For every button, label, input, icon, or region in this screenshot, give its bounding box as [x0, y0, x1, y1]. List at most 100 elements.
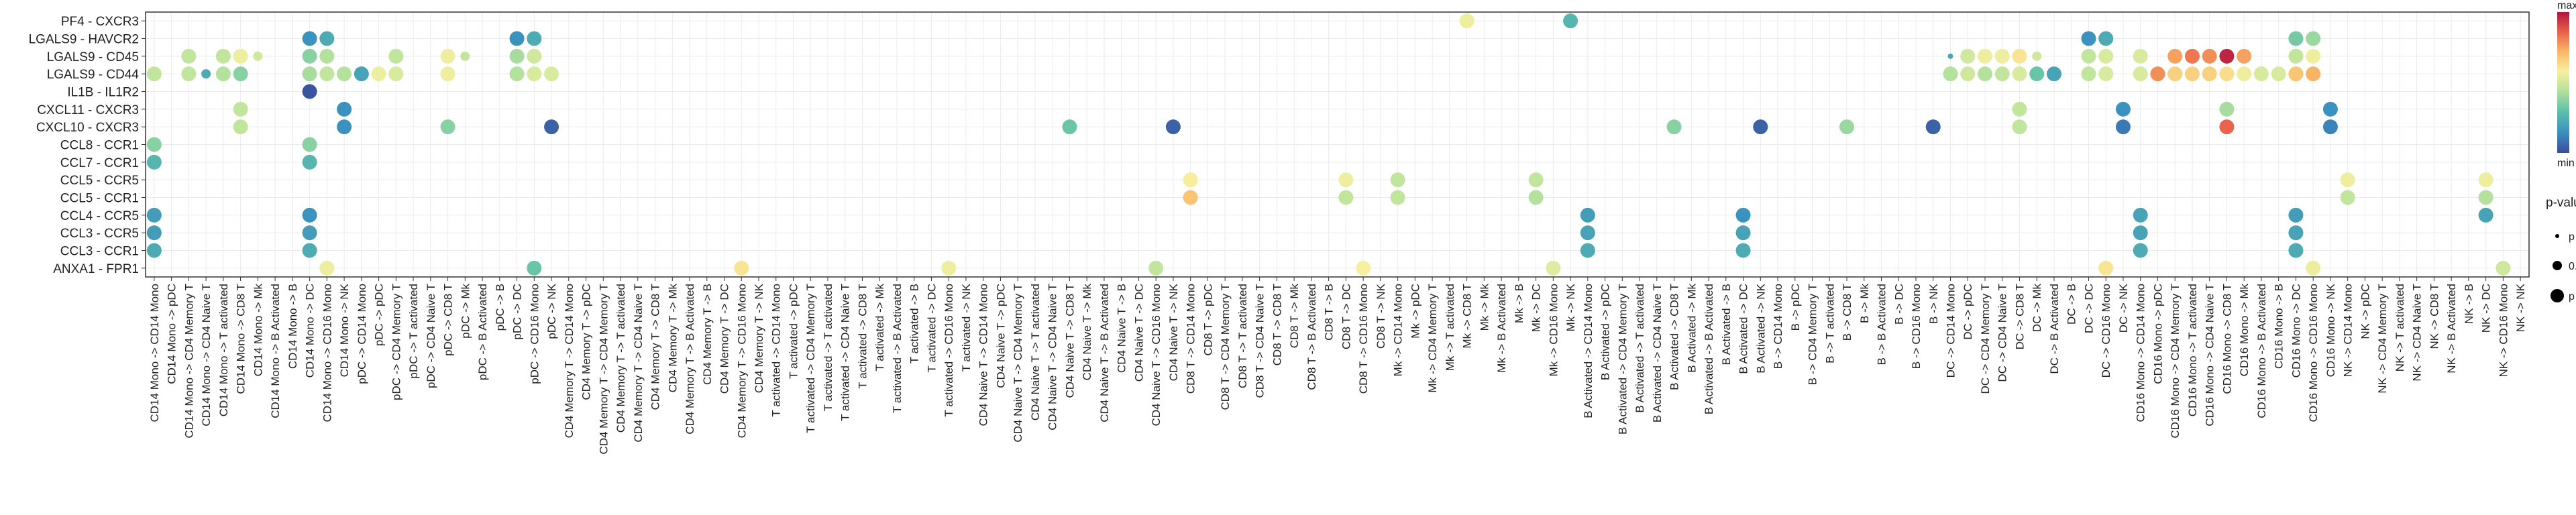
point-lgals9-cd44-cd16-mono-t-activated [2184, 66, 2200, 82]
x-tick-label-pdc-cd4-naive-t: pDC -> CD4 Naive T [425, 284, 437, 388]
x-tick-label-cd16-mono-cd16-mono: CD16 Mono -> CD16 Mono [2307, 284, 2320, 422]
x-tick-label-cd8-t-cd8-t: CD8 T -> CD8 T [1271, 284, 1283, 365]
point-lgals9-cd45-cd14-mono-mk [253, 51, 263, 61]
point-cxcl10-cxcr3-b-activated-nk [1753, 119, 1768, 135]
y-tick-label-ccl5-ccr1: CCL5 - CCR1 [60, 192, 139, 206]
x-tick-label-cd14-mono-cd8-t: CD14 Mono -> CD8 T [235, 284, 248, 394]
x-tick-label-t-activated-cd16-mono: T activated -> CD16 Mono [943, 284, 955, 417]
x-tick-label-b-cd4-memory-t: B -> CD4 Memory T [1807, 284, 1819, 385]
point-lgals9-cd44-dc-mk [2029, 66, 2045, 82]
x-tick-label-cd4-memory-t-mk: CD4 Memory T -> Mk [666, 284, 679, 393]
point-ccl5-ccr1-cd8-t-dc [1338, 190, 1354, 205]
x-tick-label-cd4-naive-t-cd14-mono: CD4 Naive T -> CD14 Mono [977, 284, 990, 426]
x-tick-label-cd14-mono-t-activated: CD14 Mono -> T activated [217, 284, 230, 416]
data-points [146, 13, 2511, 276]
x-tick-label-cd4-naive-t-mk: CD4 Naive T -> Mk [1081, 284, 1093, 381]
point-anxa1-fpr1-cd14-mono-cd16-mono [319, 260, 335, 276]
point-lgals9-cd44-pdc-cd8-t [440, 66, 455, 82]
point-ccl7-ccr1-cd14-mono-cd14-mono [146, 154, 162, 170]
point-lgals9-cd44-cd16-mono-cd4-naive-t [2202, 66, 2217, 82]
x-tick-label-cd14-mono-b: CD14 Mono -> B [286, 284, 299, 369]
x-tick-label-b-cd14-mono: B -> CD14 Mono [1772, 284, 1784, 369]
x-tick-label-cd4-memory-t-pdc: CD4 Memory T -> pDC [580, 284, 593, 400]
point-anxa1-fpr1-mk-cd16-mono [1546, 260, 1561, 276]
x-tick-label-cd14-mono-b-activated: CD14 Mono -> B Activated [269, 284, 282, 418]
x-tick-label-b-b-activated: B -> B Activated [1876, 284, 1888, 365]
x-tick-label-nk-dc: NK -> DC [2480, 284, 2493, 333]
point-lgals9-cd45-cd16-mono-t-activated [2184, 48, 2200, 64]
point-lgals9-cd45-cd16-mono-cd4-naive-t [2202, 48, 2217, 64]
point-lgals9-cd45-cd16-mono-cd4-memory-t [2167, 48, 2183, 64]
x-tick-label-mk-cd16-mono: Mk -> CD16 Mono [1547, 284, 1560, 376]
point-lgals9-cd44-pdc-cd4-memory-t [388, 66, 404, 82]
x-tick-label-cd14-mono-cd14-mono: CD14 Mono -> CD14 Mono [148, 284, 161, 422]
x-tick-label-mk-cd8-t: Mk -> CD8 T [1461, 284, 1474, 349]
y-tick-label-pf4-cxcr3: PF4 - CXCR3 [61, 15, 139, 29]
point-lgals9-cd44-cd16-mono-b [2271, 66, 2286, 82]
x-tick-label-cd8-t-mk: CD8 T -> Mk [1288, 284, 1301, 349]
x-tick-label-b-mk: B -> Mk [1858, 284, 1871, 324]
point-ccl4-ccr5-b-activated-cd14-mono [1580, 207, 1595, 223]
point-ccl5-ccr5-nk-dc [2478, 172, 2493, 188]
point-cxcl10-cxcr3-dc-nk [2115, 119, 2131, 135]
x-tick-label-b-dc: B -> DC [1892, 284, 1905, 325]
point-lgals9-cd45-pdc-cd8-t [440, 48, 455, 64]
point-lgals9-cd44-cd16-mono-b-activated [2253, 66, 2269, 82]
point-cxcl10-cxcr3-b-nk [1925, 119, 1941, 135]
point-ccl4-ccr5-b-activated-dc [1735, 207, 1751, 223]
point-lgals9-cd45-cd14-mono-cd8-t [233, 48, 248, 64]
x-tick-label-cd8-t-t-activated: CD8 T -> T activated [1236, 284, 1249, 388]
x-tick-label-nk-t-activated: NK -> T activated [2394, 284, 2406, 371]
x-tick-label-cd4-memory-t-cd16-mono: CD4 Memory T -> CD16 Mono [735, 284, 748, 438]
point-lgals9-cd45-pdc-cd4-memory-t [388, 48, 404, 64]
x-tick-label-cd16-mono-pdc: CD16 Mono -> pDC [2151, 284, 2164, 384]
x-tick-label-cd16-mono-nk: CD16 Mono -> NK [2324, 283, 2337, 377]
point-cxcl11-cxcr3-cd14-mono-nk [337, 101, 352, 117]
x-tick-label-cd4-naive-t-b: CD4 Naive T -> B [1116, 284, 1128, 373]
point-ccl4-ccr5-cd14-mono-dc [302, 207, 317, 223]
point-lgals9-cd45-dc-cd4-naive-t [1994, 48, 2010, 64]
size-legend-dot-medium [2553, 261, 2562, 270]
point-pf4-cxcr3-mk-nk [1563, 13, 1578, 29]
point-ccl5-ccr1-mk-dc [1528, 190, 1544, 205]
x-tick-label-pdc-pdc: pDC -> pDC [373, 284, 386, 346]
x-tick-label-b-pdc: B -> pDC [1789, 284, 1802, 331]
x-tick-label-cd16-mono-cd14-mono: CD16 Mono -> CD14 Mono [2135, 284, 2147, 422]
x-tick-label-cd16-mono-b: CD16 Mono -> B [2273, 284, 2286, 369]
y-tick-label-anxa1-fpr1: ANXA1 - FPR1 [53, 262, 139, 276]
y-tick-label-ccl8-ccr1: CCL8 - CCR1 [60, 139, 139, 153]
x-tick-label-dc-cd4-naive-t: DC -> CD4 Naive T [1996, 284, 2009, 382]
x-tick-label-cd14-mono-mk: CD14 Mono -> Mk [252, 284, 264, 377]
x-tick-label-cd4-naive-t-t-activated: CD4 Naive T -> T activated [1029, 284, 1042, 420]
point-ccl5-ccr1-mk-cd14-mono [1390, 190, 1405, 205]
point-lgals9-cd44-dc-cd4-naive-t [1994, 66, 2010, 82]
point-lgals9-cd44-cd14-mono-cd4-memory-t [181, 66, 197, 82]
y-tick-label-ccl7-ccr1: CCL7 - CCR1 [60, 156, 139, 170]
x-tick-label-t-activated-cd8-t: T activated -> CD8 T [856, 284, 869, 389]
color-scale-max-label: max [2557, 0, 2576, 11]
point-lgals9-cd44-dc-pdc [1960, 66, 1976, 82]
x-tick-label-dc-mk: DC -> Mk [2031, 284, 2043, 333]
x-tick-label-b-activated-b: B Activated -> B [1720, 284, 1733, 365]
point-lgals9-cd44-pdc-nk [544, 66, 559, 82]
y-tick-label-ccl5-ccr5: CCL5 - CCR5 [60, 174, 139, 188]
point-lgals9-cd45-cd16-mono-mk [2237, 48, 2252, 64]
point-lgals9-cd44-dc-b-activated [2046, 66, 2061, 82]
x-tick-label-cd16-mono-cd4-naive-t: CD16 Mono -> CD4 Naive T [2204, 284, 2216, 426]
point-ccl3-ccr5-b-activated-cd14-mono [1580, 225, 1595, 241]
x-tick-label-cd4-naive-t-dc: CD4 Naive T -> DC [1132, 284, 1145, 382]
x-tick-label-cd16-mono-t-activated: CD16 Mono -> T activated [2186, 284, 2199, 416]
x-tick-label-cd4-memory-t-cd8-t: CD4 Memory T -> CD8 T [649, 284, 662, 410]
x-tick-label-mk-dc: Mk -> DC [1530, 284, 1543, 332]
x-tick-label-nk-cd16-mono: NK -> CD16 Mono [2497, 284, 2510, 377]
point-ccl8-ccr1-cd14-mono-dc [302, 137, 317, 152]
point-lgals9-cd44-dc-dc [2081, 66, 2096, 82]
x-tick-label-mk-b: Mk -> B [1513, 284, 1525, 323]
point-lgals9-cd45-pdc-dc [509, 48, 525, 64]
point-lgals9-cd45-pdc-mk [460, 51, 470, 61]
x-tick-label-b-activated-b-activated: B Activated -> B Activated [1703, 284, 1715, 414]
x-tick-label-cd4-memory-t-cd14-mono: CD4 Memory T -> CD14 Mono [563, 284, 576, 438]
x-tick-label-nk-cd14-mono: NK -> CD14 Mono [2342, 284, 2355, 377]
x-tick-label-dc-dc: DC -> DC [2082, 284, 2095, 333]
point-pf4-cxcr3-mk-cd8-t [1459, 13, 1474, 29]
